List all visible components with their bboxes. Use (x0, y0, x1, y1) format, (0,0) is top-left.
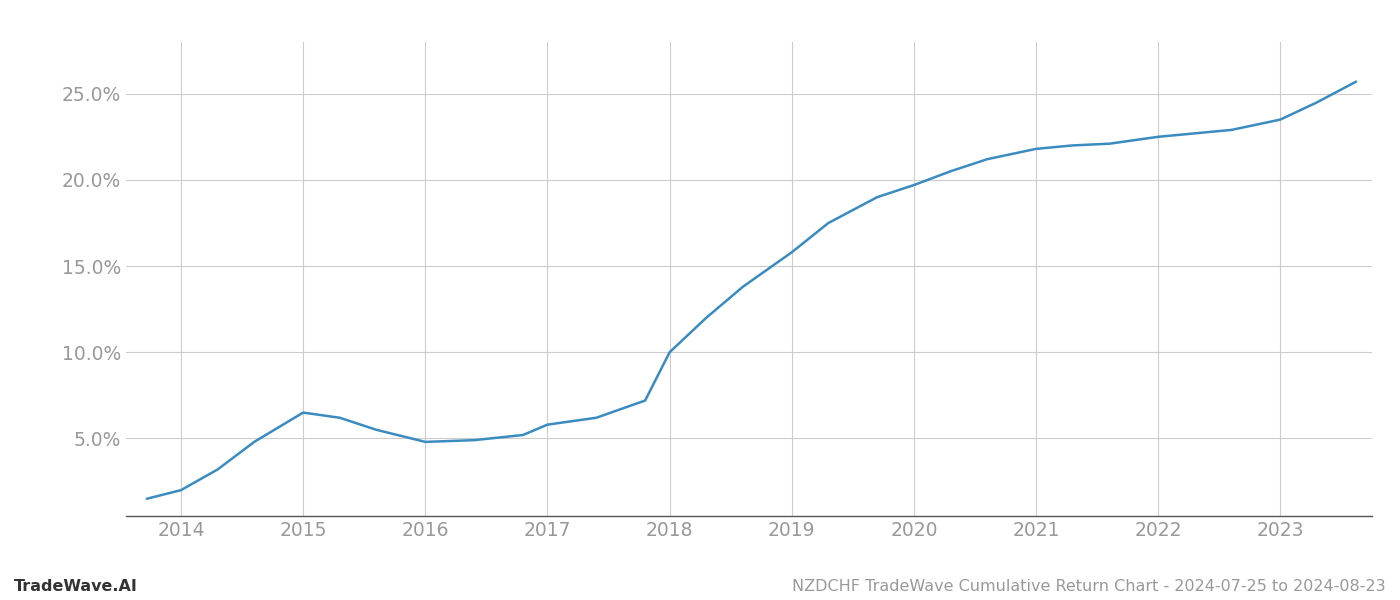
Text: NZDCHF TradeWave Cumulative Return Chart - 2024-07-25 to 2024-08-23: NZDCHF TradeWave Cumulative Return Chart… (792, 579, 1386, 594)
Text: TradeWave.AI: TradeWave.AI (14, 579, 137, 594)
